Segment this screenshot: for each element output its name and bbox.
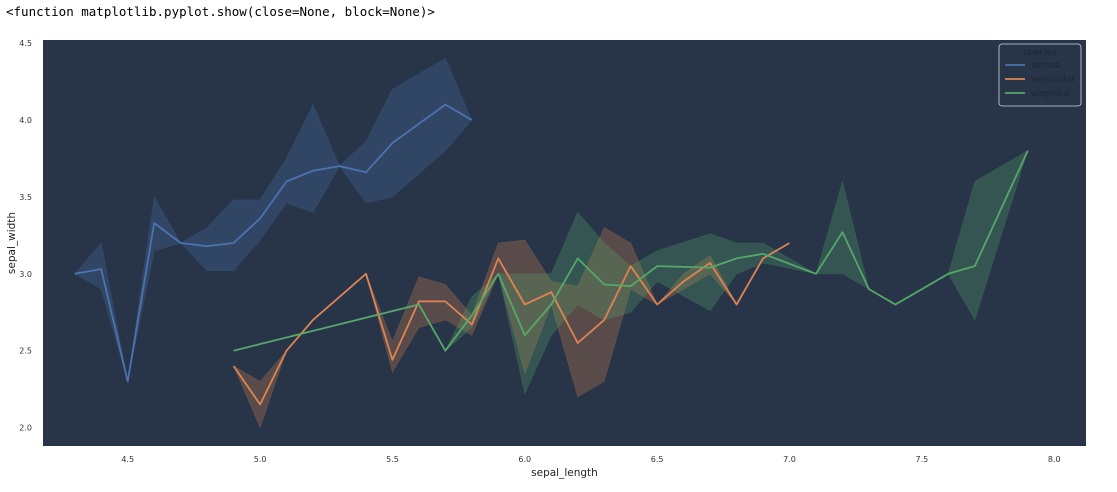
y-tick-label: 2.5 xyxy=(19,347,32,356)
y-axis-ticks: 2.0 2.5 3.0 3.5 4.0 4.5 xyxy=(19,39,32,432)
y-tick-label: 4.0 xyxy=(19,116,32,125)
legend: species setosa versicolor virginica xyxy=(998,43,1082,107)
x-tick-label: 7.5 xyxy=(916,455,929,464)
legend-title: species xyxy=(1023,48,1057,58)
x-tick-label: 6.0 xyxy=(518,455,531,464)
cell-output-text: <function matplotlib.pyplot.show(close=N… xyxy=(6,4,435,19)
legend-box xyxy=(998,43,1082,107)
series-line-setosa xyxy=(74,103,473,383)
x-axis-ticks: 4.5 5.0 5.5 6.0 6.5 7.0 7.5 8.0 xyxy=(121,455,1060,464)
y-tick-label: 3.0 xyxy=(19,270,32,279)
series-line-versicolor xyxy=(232,242,790,406)
y-tick-label: 3.5 xyxy=(19,193,32,202)
legend-entry-versicolor: versicolor xyxy=(1031,75,1075,85)
x-tick-label: 8.0 xyxy=(1048,455,1061,464)
x-tick-label: 5.0 xyxy=(254,455,267,464)
x-tick-label: 4.5 xyxy=(121,455,134,464)
y-tick-label: 2.0 xyxy=(19,424,32,433)
x-tick-label: 6.5 xyxy=(651,455,664,464)
y-axis-label: sepal_width xyxy=(6,212,18,274)
x-axis-label: sepal_length xyxy=(531,467,598,479)
legend-entry-setosa: setosa xyxy=(1031,61,1060,71)
y-tick-label: 4.5 xyxy=(19,39,32,48)
series-line-virginica xyxy=(233,150,1029,352)
plot-area xyxy=(43,40,1086,446)
legend-entry-virginica: virginica xyxy=(1031,89,1069,99)
x-tick-label: 5.5 xyxy=(386,455,399,464)
series-lines xyxy=(74,103,1029,406)
x-tick-label: 7.0 xyxy=(783,455,796,464)
